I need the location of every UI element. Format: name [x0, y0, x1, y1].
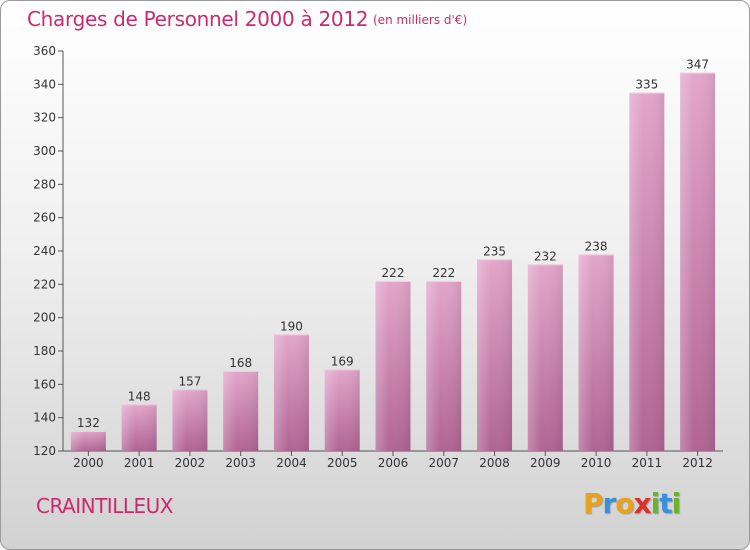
x-tick-label: 2008 [479, 456, 510, 470]
x-tick-label: 2009 [530, 456, 561, 470]
logo-letter: i [650, 487, 661, 520]
data-label-2003: 168 [229, 356, 252, 370]
logo-letter: x [633, 487, 652, 520]
bar-shine-2006 [375, 281, 411, 451]
data-label-2010: 238 [585, 239, 608, 253]
data-label-2007: 222 [432, 266, 455, 280]
data-label-2006: 222 [382, 266, 405, 280]
commune-name: CRAINTILLEUX [36, 494, 173, 518]
proxiti-logo: Proxiti [583, 487, 682, 520]
y-tick-label: 240 [33, 244, 56, 258]
x-tick-label: 2006 [378, 456, 409, 470]
logo-letter: t [659, 487, 672, 520]
data-label-2012: 347 [686, 58, 709, 72]
x-tick-label: 2004 [276, 456, 307, 470]
bar-shine-2005 [324, 369, 360, 451]
logo-letter: o [615, 487, 634, 520]
chart-unit-note: (en milliers d'€) [373, 13, 468, 27]
bar-shine-2003 [223, 371, 259, 451]
y-tick-label: 200 [33, 311, 56, 325]
chart-title: Charges de Personnel 2000 à 2012 [27, 7, 369, 31]
y-tick-label: 160 [33, 377, 56, 391]
x-tick-label: 2012 [682, 456, 713, 470]
y-tick-label: 300 [33, 144, 56, 158]
y-tick-label: 340 [33, 77, 56, 91]
y-tick-label: 360 [33, 44, 56, 58]
bar-shine-2008 [477, 259, 513, 451]
x-tick-label: 2007 [428, 456, 459, 470]
data-labels: 132 148 157 168 190 169 222 222 235 232 238 335 347 [77, 58, 709, 430]
y-tick-label: 120 [33, 444, 56, 458]
data-label-2008: 235 [483, 244, 506, 258]
x-tick-label: 2005 [327, 456, 358, 470]
x-axis: 2000 2001 2002 2003 2004 2005 2006 2007 2008 2009… [63, 450, 723, 470]
bar-shine-2011 [629, 92, 665, 452]
logo-letter: r [602, 487, 617, 520]
y-tick-label: 320 [33, 111, 56, 125]
bar-shine-2009 [527, 264, 563, 451]
data-label-2001: 148 [128, 389, 151, 403]
logo-letter: P [583, 487, 604, 520]
data-label-2000: 132 [77, 416, 100, 430]
x-tick-label: 2002 [175, 456, 206, 470]
x-tick-label: 2011 [632, 456, 663, 470]
bar-shine-2010 [578, 254, 614, 451]
y-tick-label: 280 [33, 177, 56, 191]
logo-letter: i [671, 487, 682, 520]
data-label-2004: 190 [280, 319, 303, 333]
y-tick-label: 220 [33, 277, 56, 291]
bar-shine-2001 [121, 404, 157, 451]
bar-shine-2002 [172, 389, 208, 451]
bar-shine-2004 [273, 334, 309, 451]
x-tick-label: 2003 [225, 456, 256, 470]
data-label-2011: 335 [635, 78, 658, 92]
data-label-2009: 232 [534, 249, 557, 263]
bar-shine-2012 [680, 72, 716, 452]
bar-shine-2007 [426, 281, 462, 451]
data-label-2005: 169 [331, 354, 354, 368]
y-axis: 120 140 160 180 200 220 240 260 280 300 320 340 360 [33, 44, 64, 458]
bar-series [70, 72, 716, 452]
x-tick-label: 2001 [124, 456, 155, 470]
x-tick-label: 2000 [73, 456, 104, 470]
x-tick-label: 2010 [581, 456, 612, 470]
y-tick-label: 180 [33, 344, 56, 358]
data-label-2002: 157 [178, 374, 201, 388]
y-tick-label: 260 [33, 211, 56, 225]
bar-shine-2000 [70, 431, 106, 451]
y-tick-label: 140 [33, 411, 56, 425]
